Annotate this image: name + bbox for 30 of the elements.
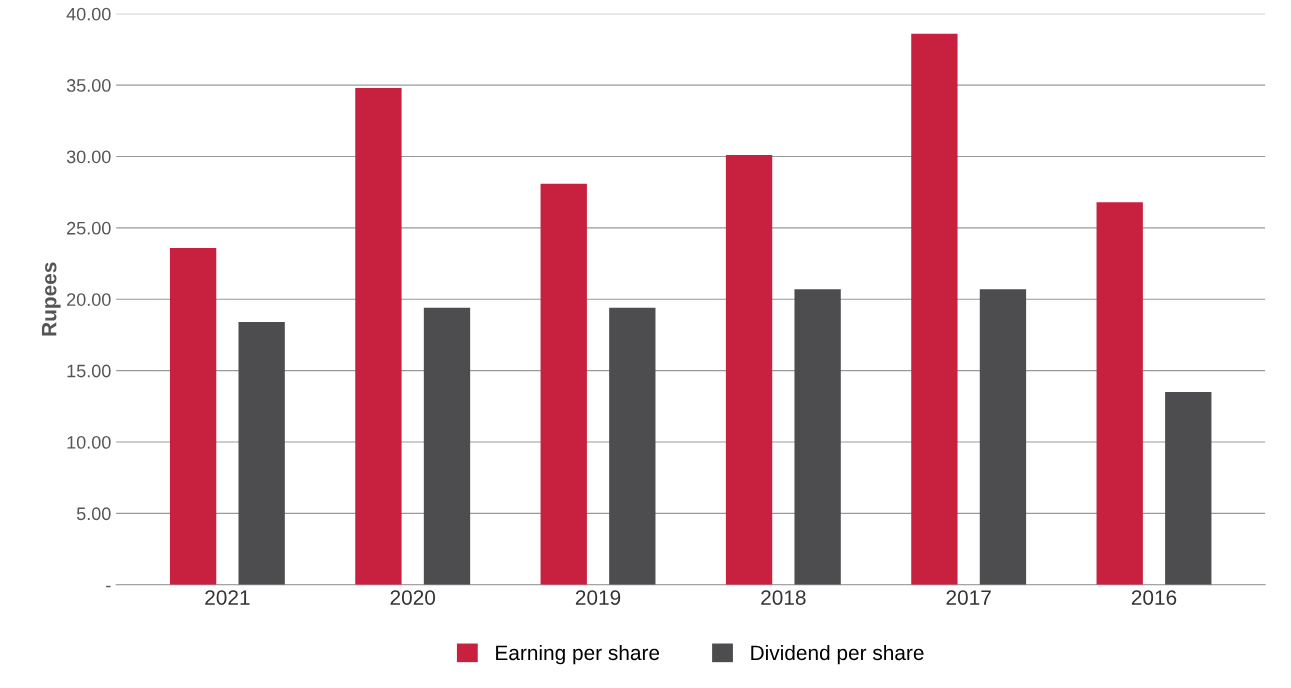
bar — [1096, 202, 1143, 585]
y-tick-label: 5.00 — [76, 507, 111, 521]
y-tick-label: - — [106, 585, 111, 588]
x-tick-label: 2017 — [946, 590, 991, 605]
y-axis-title: Rupees — [41, 262, 61, 336]
y-tick-label: 10.00 — [67, 435, 111, 449]
x-tick-label: 2018 — [761, 590, 806, 605]
bar — [238, 322, 285, 585]
bar — [1165, 392, 1212, 585]
bar — [794, 289, 841, 585]
bar — [979, 289, 1027, 585]
bar — [609, 307, 656, 585]
y-tick-label: 30.00 — [66, 150, 111, 164]
y-tick-label: 25.00 — [67, 221, 111, 235]
y-tick-label: 40.00 — [66, 7, 111, 21]
bar — [540, 183, 587, 585]
x-tick-label: 2016 — [1131, 590, 1177, 605]
y-tick-label: 15.00 — [67, 364, 111, 378]
bar — [169, 247, 217, 585]
bar — [725, 155, 773, 585]
bar — [355, 88, 402, 585]
legend-label: Dividend per share — [751, 644, 924, 665]
legend-label: Earning per share — [496, 644, 660, 665]
bar — [911, 33, 958, 585]
y-tick-label: 35.00 — [66, 79, 111, 92]
bar — [423, 307, 471, 585]
x-tick-label: 2020 — [390, 590, 436, 605]
x-tick-label: 2021 — [205, 590, 250, 605]
y-tick-label: 20.00 — [67, 293, 111, 306]
x-tick-label: 2019 — [575, 590, 621, 605]
